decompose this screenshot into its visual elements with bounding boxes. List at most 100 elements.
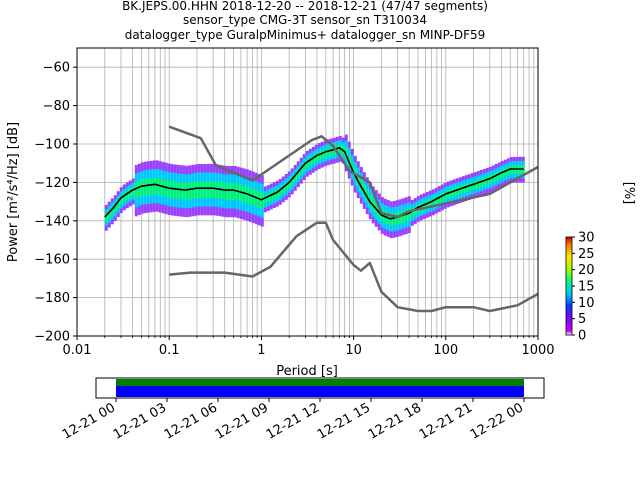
heatmap-cell — [359, 191, 363, 198]
heatmap-cell — [215, 164, 219, 174]
heatmap-cell — [221, 165, 225, 175]
heatmap-cell — [362, 172, 366, 179]
y-tick-label: −80 — [43, 99, 70, 114]
heatmap-cell — [368, 206, 372, 214]
heatmap-cell — [398, 217, 402, 224]
heatmap-cell — [386, 206, 390, 213]
heatmap-cell — [314, 149, 318, 154]
heatmap-cell — [515, 165, 519, 170]
heatmap-cell — [263, 207, 267, 213]
heatmap-cell — [359, 179, 363, 186]
heatmap-cell — [236, 183, 240, 193]
heatmap-cell — [245, 211, 249, 221]
heatmap-cell — [413, 202, 417, 207]
heatmap-cell — [200, 172, 204, 182]
heatmap-cell — [176, 198, 180, 208]
heatmap-cell — [125, 186, 129, 192]
heatmap-cell — [278, 195, 282, 201]
heatmap-cell — [311, 159, 315, 165]
heatmap-cell — [392, 231, 396, 238]
heatmap-cell — [161, 161, 165, 171]
heatmap-cell — [362, 184, 366, 191]
heatmap-cell — [467, 178, 471, 183]
heatmap-cell — [254, 206, 258, 216]
heatmap-cell — [506, 179, 510, 185]
heatmap-cell — [257, 208, 261, 217]
heatmap-cell — [401, 216, 405, 223]
heatmap-cell — [248, 170, 252, 180]
heatmap-cell — [290, 181, 294, 186]
heatmap-cell — [452, 192, 456, 197]
heatmap-cell — [173, 207, 177, 216]
heatmap-cell — [107, 201, 111, 207]
heatmap-cell — [242, 202, 246, 212]
heatmap-cell — [449, 180, 453, 185]
heatmap-cell — [428, 211, 432, 217]
heatmap-cell — [437, 190, 441, 195]
heatmap-cell — [422, 210, 426, 215]
colorbar-label: [%] — [621, 182, 636, 205]
heatmap-cell — [263, 203, 267, 209]
heatmap-cell — [233, 174, 237, 184]
heatmap-cell — [263, 199, 267, 204]
heatmap-cell — [395, 218, 399, 225]
x-tick-label: 1000 — [521, 343, 554, 358]
heatmap-cell — [458, 189, 462, 195]
heatmap-cell — [131, 191, 135, 196]
heatmap-cell — [164, 196, 168, 206]
heatmap-cell — [302, 166, 306, 172]
heatmap-cell — [200, 198, 204, 207]
heatmap-cell — [233, 165, 237, 175]
heatmap-cell — [224, 208, 228, 218]
heatmap-cell — [485, 172, 489, 177]
heatmap-cell — [479, 191, 483, 196]
heatmap-cell — [458, 177, 462, 182]
heatmap-cell — [485, 167, 489, 173]
heatmap-cell — [305, 155, 309, 160]
heatmap-cell — [245, 169, 249, 179]
heatmap-cell — [281, 193, 285, 199]
heatmap-cell — [395, 212, 399, 219]
heatmap-cell — [338, 135, 342, 141]
chart-title-line-3: datalogger_type GuralpMinimus+ datalogge… — [125, 28, 486, 42]
heatmap-cell — [464, 192, 468, 197]
heatmap-cell — [284, 195, 288, 200]
heatmap-cell — [491, 186, 495, 192]
heatmap-cell — [401, 222, 405, 229]
heatmap-cell — [323, 161, 327, 167]
heatmap-cell — [371, 204, 375, 212]
heatmap-cell — [452, 196, 456, 201]
heatmap-cell — [299, 162, 303, 167]
heatmap-cell — [320, 163, 324, 168]
y-axis-label: Power [m²/s⁴/Hz] [dB] — [6, 122, 21, 262]
heatmap-cell — [497, 166, 501, 172]
heatmap-cell — [353, 186, 357, 193]
heatmap-cell — [329, 151, 333, 156]
heatmap-cell — [320, 141, 324, 147]
heatmap-cell — [173, 164, 177, 174]
heatmap-cell — [299, 170, 303, 176]
heatmap-cell — [122, 197, 126, 202]
heatmap-cell — [350, 173, 354, 180]
heatmap-cell — [221, 199, 225, 209]
heatmap-cell — [488, 183, 492, 189]
heatmap-cell — [131, 199, 135, 205]
heatmap-cell — [326, 160, 330, 166]
heatmap-cell — [377, 217, 381, 225]
x-axis-label: Period [s] — [276, 364, 338, 379]
heatmap-cell — [299, 179, 303, 184]
heatmap-cell — [137, 189, 141, 198]
heatmap-cell — [149, 203, 153, 213]
y-tick-label: −60 — [43, 61, 70, 76]
heatmap-cell — [104, 226, 108, 231]
heatmap-cell — [251, 214, 255, 223]
heatmap-cell — [347, 172, 351, 179]
heatmap-cell — [140, 196, 144, 206]
heatmap-cell — [176, 181, 180, 191]
heatmap-cell — [113, 195, 117, 200]
heatmap-cell — [293, 181, 297, 187]
x-axis-ticks: 0.01 0.1 1 10 100 1000 — [63, 336, 555, 358]
heatmap-cell — [239, 184, 243, 194]
heatmap-cell — [482, 181, 486, 187]
heatmap-cell — [440, 184, 444, 190]
